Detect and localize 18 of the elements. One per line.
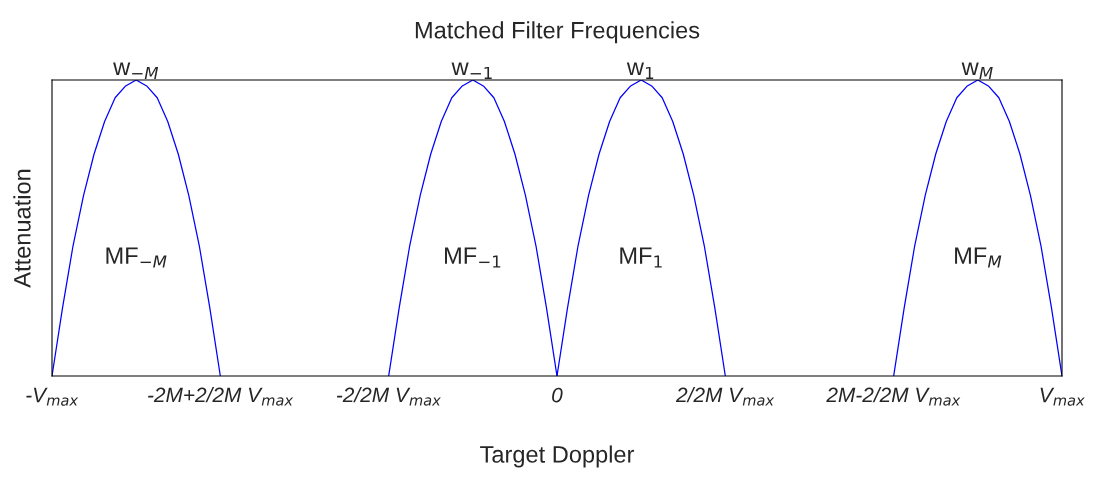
- text: w$_{1}$: [626, 62, 654, 79]
- text: w$_{−1}$: [451, 62, 492, 79]
- chart-title: Matched Filter Frequencies: [415, 21, 700, 44]
- x-tick-label: 0: [552, 387, 563, 403]
- x-tick-label: -V$_{max}$: [26, 387, 79, 406]
- annotation: MF$_{1}$: [620, 247, 662, 268]
- annotation: MF$_{M}$: [955, 247, 1002, 268]
- annotation: MF$_{−M}$: [106, 247, 167, 268]
- x-tick-label: V$_{max}$: [1040, 387, 1085, 406]
- x-tick-label: 2/2M V$_{max}$: [675, 387, 775, 406]
- x-tick-label: -2M+2/2M V$_{max}$: [148, 387, 294, 406]
- text: w$_{−M}$: [113, 62, 159, 79]
- x-axis-title: Target Doppler: [480, 445, 635, 468]
- annotation: MF$_{−1}$: [445, 247, 501, 268]
- y-axis-title: Attenuation: [13, 169, 31, 288]
- text: w$_{M}$: [961, 62, 993, 79]
- x-tick-label: 2M-2/2M V$_{max}$: [826, 387, 961, 406]
- x-tick-label: -2/2M V$_{max}$: [336, 387, 441, 406]
